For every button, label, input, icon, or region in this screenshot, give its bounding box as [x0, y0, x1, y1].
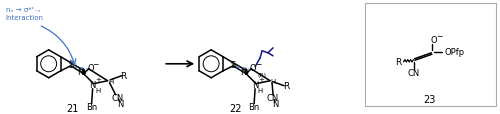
Text: S: S [68, 60, 73, 69]
Text: nₒ → σ*ᶜ₋ₛ: nₒ → σ*ᶜ₋ₛ [6, 7, 40, 13]
Text: −: − [92, 60, 99, 69]
Text: O: O [430, 36, 436, 45]
Text: 23: 23 [423, 94, 436, 104]
Bar [364, 4, 496, 106]
Text: H: H [258, 87, 262, 93]
Text: −: − [436, 32, 442, 41]
Text: R: R [120, 72, 126, 80]
Text: 22: 22 [229, 103, 241, 113]
Text: Interaction: Interaction [6, 15, 44, 21]
Text: H: H [270, 78, 276, 84]
Text: N: N [252, 80, 258, 89]
Text: OPfp: OPfp [444, 48, 464, 57]
Text: N: N [118, 99, 124, 108]
Text: +: + [258, 76, 264, 82]
Text: O: O [250, 64, 256, 73]
Text: H: H [108, 78, 113, 84]
Text: R: R [283, 82, 289, 90]
Text: Bn: Bn [86, 102, 98, 111]
Text: N: N [90, 80, 96, 89]
Text: O: O [88, 64, 94, 73]
Text: CN: CN [408, 69, 420, 78]
Text: R: R [396, 58, 402, 67]
Text: N: N [272, 99, 278, 108]
Text: S: S [230, 60, 236, 69]
Text: −: − [255, 60, 262, 69]
Text: N: N [78, 68, 84, 77]
Text: H: H [95, 87, 100, 93]
Text: Bn: Bn [248, 102, 260, 111]
Text: N: N [240, 68, 246, 77]
Text: +: + [96, 76, 102, 82]
Text: CN: CN [112, 93, 124, 102]
Text: 21: 21 [66, 103, 79, 113]
Text: CN: CN [267, 93, 279, 102]
Text: (R): (R) [258, 73, 266, 78]
